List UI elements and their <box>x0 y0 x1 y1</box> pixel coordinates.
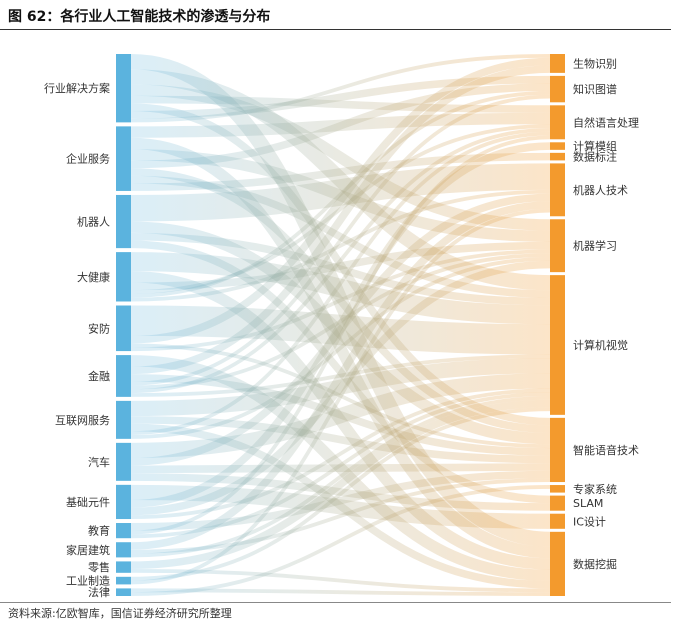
flow-行业解决方案-生物识别 <box>130 53 551 123</box>
figure-title: 图 62：各行业人工智能技术的渗透与分布 <box>8 9 271 25</box>
chart-nodes <box>116 54 565 596</box>
footer-rule <box>0 602 671 603</box>
industry-label: 互联网服务 <box>55 414 110 427</box>
technology-label: 计算机视觉 <box>573 338 628 352</box>
flow-基础元件-IC设计 <box>130 484 551 529</box>
technology-node-数据挖掘 <box>550 531 565 596</box>
flow-行业解决方案-自然语言处理 <box>130 95 551 113</box>
technology-label: 智能语音技术 <box>573 443 639 457</box>
flow-基础元件-计算模组 <box>130 142 551 508</box>
flow-工业制造-机器人技术 <box>130 208 551 585</box>
flow-家居建筑-机器人技术 <box>130 201 551 550</box>
flow-互联网服务-自然语言处理 <box>130 131 551 436</box>
flow-法律-专家系统 <box>130 485 551 596</box>
industry-node-教育 <box>116 523 131 539</box>
technology-node-IC设计 <box>550 513 565 529</box>
flow-家居建筑-计算机视觉 <box>130 395 551 558</box>
industry-node-法律 <box>116 588 131 596</box>
industry-node-企业服务 <box>116 126 131 191</box>
technology-node-计算机视觉 <box>550 275 565 415</box>
flow-工业制造-计算机视觉 <box>130 407 551 581</box>
industry-label: 教育 <box>88 524 110 538</box>
industry-node-基础元件 <box>116 484 131 520</box>
flow-汽车-智能语音技术 <box>130 463 551 474</box>
industry-label: 家居建筑 <box>66 543 110 557</box>
technology-node-智能语音技术 <box>550 417 565 483</box>
technology-label: IC设计 <box>573 515 606 528</box>
technology-node-数据标注 <box>550 152 565 161</box>
industry-node-家居建筑 <box>116 542 131 558</box>
technology-label: 机器人技术 <box>573 183 628 197</box>
industry-label: 基础元件 <box>66 496 110 509</box>
flow-教育-智能语音技术 <box>130 470 551 531</box>
technology-node-专家系统 <box>550 485 565 493</box>
technology-label: 知识图谱 <box>573 82 617 96</box>
industry-node-汽车 <box>116 442 131 481</box>
industry-label: 汽车 <box>88 455 110 469</box>
flow-大健康-机器人技术 <box>130 189 551 302</box>
industry-label: 法律 <box>88 585 110 599</box>
flow-零售-计算机视觉 <box>130 399 551 569</box>
industry-node-零售 <box>116 561 131 573</box>
technology-node-计算模组 <box>550 142 565 150</box>
technology-label: SLAM <box>573 497 603 510</box>
technology-node-机器学习 <box>550 219 565 273</box>
technology-node-机器人技术 <box>550 163 565 217</box>
technology-node-生物识别 <box>550 54 565 73</box>
sankey-chart: 行业解决方案企业服务机器人大健康安防金融互联网服务汽车基础元件教育家居建筑零售工… <box>44 53 639 599</box>
technology-label: 机器学习 <box>573 239 617 253</box>
flow-互联网服务-机器学习 <box>130 257 551 439</box>
technology-label: 生物识别 <box>573 56 617 70</box>
chart-labels: 行业解决方案企业服务机器人大健康安防金融互联网服务汽车基础元件教育家居建筑零售工… <box>44 56 639 599</box>
flow-基础元件-机器学习 <box>130 260 551 516</box>
industry-node-大健康 <box>116 252 131 302</box>
industry-node-行业解决方案 <box>116 54 131 123</box>
industry-node-工业制造 <box>116 576 131 585</box>
technology-node-自然语言处理 <box>550 105 565 140</box>
flow-安防-生物识别 <box>130 57 551 344</box>
flow-企业服务-知识图谱 <box>130 83 551 169</box>
flow-金融-自然语言处理 <box>130 127 551 394</box>
industry-node-互联网服务 <box>116 400 131 439</box>
technology-label: 专家系统 <box>573 482 617 496</box>
technology-node-知识图谱 <box>550 75 565 103</box>
technology-node-SLAM <box>550 495 565 511</box>
industry-label: 企业服务 <box>66 152 110 166</box>
industry-label: 大健康 <box>77 270 110 284</box>
flow-安防-机器学习 <box>130 249 551 352</box>
title-rule <box>0 29 671 30</box>
industry-label: 机器人 <box>77 215 110 229</box>
technology-label: 自然语言处理 <box>573 115 639 129</box>
flow-互联网服务-智能语音技术 <box>130 416 551 464</box>
industry-node-安防 <box>116 305 131 352</box>
industry-label: 行业解决方案 <box>44 81 110 95</box>
flow-金融-生物识别 <box>130 65 551 375</box>
flow-教育-自然语言处理 <box>130 135 551 535</box>
technology-label: 数据挖掘 <box>573 557 617 571</box>
flow-金融-知识图谱 <box>130 94 551 386</box>
source-note: 资料来源:亿欧智库，国信证券经济研究所整理 <box>8 607 232 620</box>
industry-node-金融 <box>116 355 131 397</box>
technology-label: 数据标注 <box>573 150 617 164</box>
industry-label: 安防 <box>88 321 110 335</box>
flow-links <box>130 53 551 597</box>
industry-label: 金融 <box>88 369 110 383</box>
industry-label: 工业制造 <box>66 574 110 588</box>
flow-大健康-计算机视觉 <box>130 252 551 325</box>
industry-label: 零售 <box>88 560 110 574</box>
industry-node-机器人 <box>116 194 131 249</box>
technology-label: 计算模组 <box>573 139 617 153</box>
